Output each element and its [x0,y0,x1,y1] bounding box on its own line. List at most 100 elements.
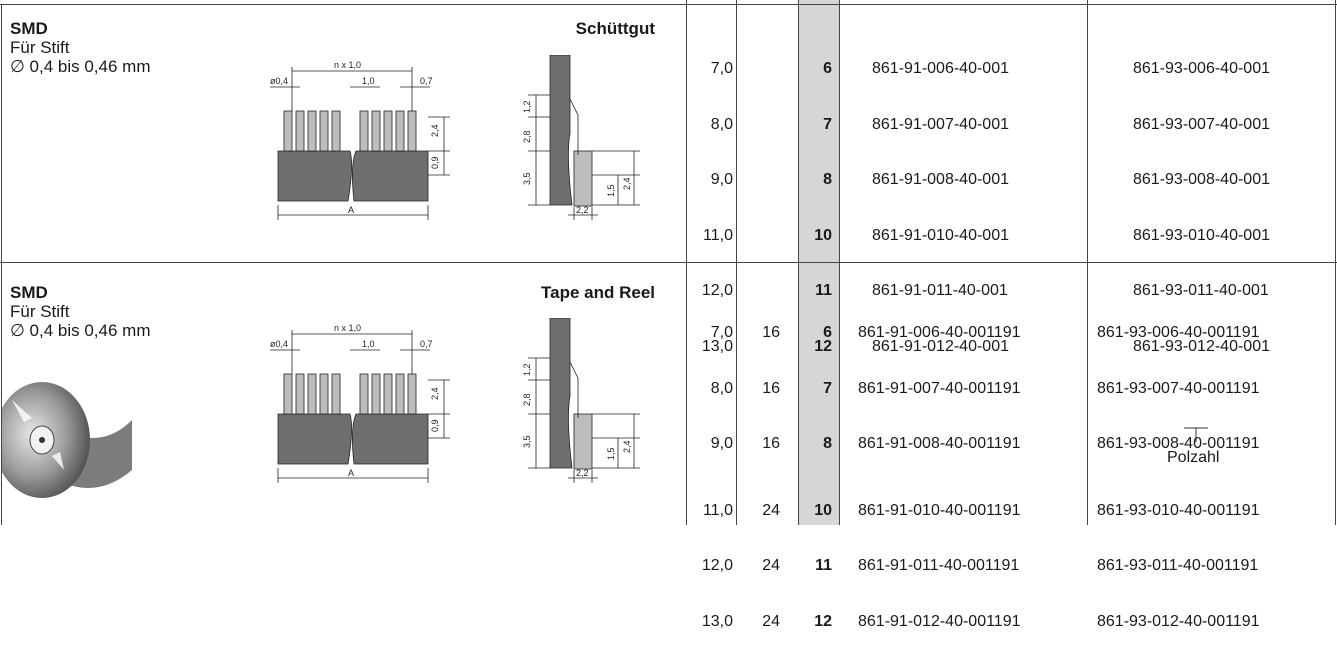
length-value: 8,0 [710,379,733,397]
dim-pin-dia: ø0,4 [270,76,288,86]
polzahl-label: Polzahl [1167,449,1220,466]
part-number: 861-93-007-40-001191 [1097,379,1260,397]
pole-count: 12 [814,612,832,630]
dim-height: 2,4 [430,387,440,400]
dim-gap: 0,7 [420,339,433,349]
col-divider-2 [736,0,737,525]
pole-count: 10 [814,501,832,519]
section-subtitle: Für Stift [10,38,70,57]
side-dim-top: 1,2 [522,363,532,376]
part-number: 861-91-006-40-001 [872,60,1009,77]
length-value: 11,0 [703,226,733,244]
qty-value: 16 [762,379,780,397]
length-value: 13,0 [701,612,733,630]
front-view-diagram: n x 1,0 ø0,4 1,0 0,7 A 2,4 0,9 [270,60,450,220]
section-title: SMD [10,283,48,302]
pole-count: 7 [823,115,832,133]
part-number: 861-93-010-40-001 [1133,226,1270,244]
part-number: 861-91-010-40-001191 [858,501,1021,519]
dim-pitch: 1,0 [362,339,375,349]
part-number: 861-93-011-40-001 [1133,282,1269,299]
pole-count: 8 [823,435,832,452]
part-number: 861-91-010-40-001 [872,226,1009,244]
side-dim-mid: 2,8 [522,130,532,143]
dim-base: 0,9 [430,419,440,432]
right-border [1335,0,1336,525]
qty-value: 16 [762,435,780,452]
part-91-column: 861-91-006-40-001 861-91-007-40-001 861-… [872,23,1009,393]
front-view-diagram: n x 1,0 ø0,4 1,0 0,7 A 2,4 0,9 [270,323,450,483]
part-number: 861-93-008-40-001191 [1097,435,1260,452]
dim-length: A [348,205,354,215]
part-91-column: 861-91-006-40-001191 861-91-007-40-00119… [858,287,1021,668]
part-number: 861-91-012-40-001 [872,337,1009,355]
qty-value: 24 [762,557,780,574]
length-column: 7,0 8,0 9,0 11,0 12,0 13,0 [690,287,733,668]
dim-pitch-total: n x 1,0 [334,60,361,70]
side-dim-low: 3,5 [522,435,532,448]
col-divider-5 [1087,0,1088,525]
poles-column: 6 7 8 10 11 12 [800,287,832,668]
poles-column: 6 7 8 10 11 12 [800,23,832,393]
length-value: 9,0 [710,171,733,188]
part-number: 861-91-006-40-001191 [858,324,1021,341]
part-93-column: 861-93-006-40-001 861-93-007-40-001 861-… [1133,23,1270,393]
side-view-diagram: 1,2 2,8 3,5 1,5 2,4 2,2 [522,318,640,483]
dim-pitch-total: n x 1,0 [334,323,361,333]
col-divider-3 [798,0,799,525]
part-number: 861-93-012-40-001191 [1097,612,1260,630]
pole-count: 6 [823,324,832,341]
side-dim-mid: 2,8 [522,393,532,406]
length-value: 12,0 [701,557,733,574]
col-divider-1 [686,0,687,525]
part-number: 861-93-006-40-001191 [1097,324,1260,341]
length-value: 11,0 [703,501,733,519]
side-dim-h2: 2,4 [622,177,632,190]
side-dim-w: 2,2 [576,468,589,478]
length-value: 13,0 [701,337,733,355]
qty-value: 24 [762,501,780,519]
top-border [0,4,1337,5]
packaging-label: Schüttgut [575,19,655,38]
part-number: 861-93-011-40-001191 [1097,557,1259,574]
left-border [1,4,2,525]
pole-count: 11 [815,557,832,574]
length-value: 7,0 [710,60,733,77]
part-number: 861-93-008-40-001 [1133,171,1270,188]
part-number: 861-91-011-40-001 [872,282,1008,299]
pole-count: 12 [814,337,832,355]
section-pin-range: ∅ 0,4 bis 0,46 mm [10,57,151,76]
dim-length: A [348,468,354,478]
part-number: 861-91-007-40-001 [872,115,1009,133]
pole-count: 7 [823,379,832,397]
dim-pin-dia: ø0,4 [270,339,288,349]
part-number: 861-91-012-40-001191 [858,612,1021,630]
polzahl-pointer [1184,427,1208,442]
part-number: 861-93-007-40-001 [1133,115,1270,133]
side-dim-w: 2,2 [576,205,589,215]
reel-icon [2,382,132,498]
part-number: 861-93-010-40-001191 [1097,501,1260,519]
side-dim-h1: 1,5 [606,447,616,460]
pole-count: 8 [823,171,832,188]
part-number: 861-91-008-40-001191 [858,435,1021,452]
pole-count: 6 [823,60,832,77]
length-value: 7,0 [710,324,733,341]
col-divider-4 [839,0,840,525]
dim-pitch: 1,0 [362,76,375,86]
side-dim-h2: 2,4 [622,440,632,453]
packaging-label: Tape and Reel [541,283,655,302]
qty-value: 24 [762,612,780,630]
side-dim-top: 1,2 [522,100,532,113]
row-divider [0,262,1337,263]
part-number: 861-93-006-40-001 [1133,60,1270,77]
dim-height: 2,4 [430,124,440,137]
section-subtitle: Für Stift [10,302,70,321]
dim-base: 0,9 [430,156,440,169]
part-93-column: 861-93-006-40-001191 861-93-007-40-00119… [1097,287,1260,668]
pole-count: 11 [815,282,832,299]
side-dim-low: 3,5 [522,172,532,185]
qty-value: 16 [762,324,780,341]
side-view-diagram: 1,2 2,8 3,5 1,5 2,4 2,2 [522,55,640,220]
part-number: 861-91-008-40-001 [872,171,1009,188]
